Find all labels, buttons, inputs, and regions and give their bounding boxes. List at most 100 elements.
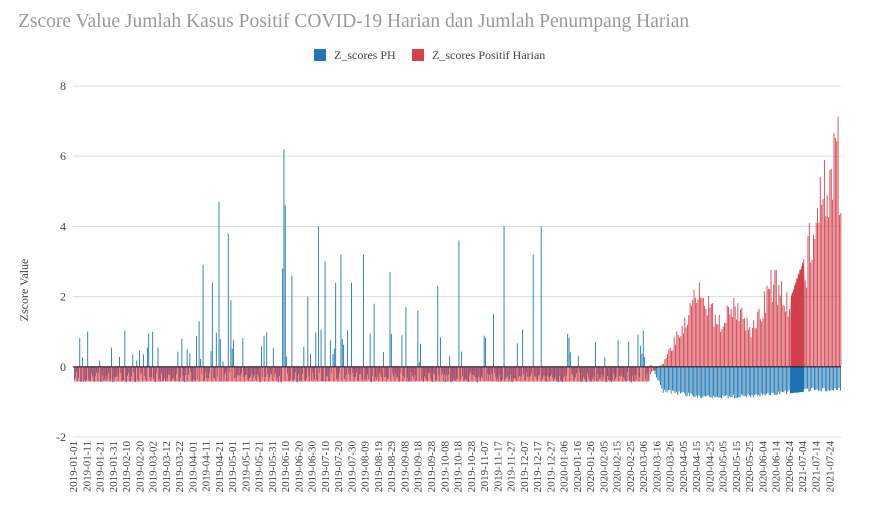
bar-positif [717, 324, 719, 367]
x-tick-label: 2020-06-14 [771, 441, 783, 493]
bar-positif [103, 366, 105, 382]
bar-positif [126, 366, 128, 382]
bar-ph [710, 366, 712, 398]
bar-positif [568, 366, 570, 382]
bar-positif [493, 366, 495, 382]
bar-positif [436, 366, 438, 382]
bar-positif [692, 299, 694, 367]
bar-positif [486, 366, 488, 382]
bar-positif [710, 304, 712, 367]
bar-positif [685, 327, 687, 367]
bar-ph [227, 233, 229, 367]
legend-swatch-ph [314, 49, 326, 61]
bar-ph [695, 366, 697, 396]
bar-positif [423, 366, 425, 382]
bar-positif [184, 366, 186, 382]
bar-positif [356, 366, 358, 382]
bar-positif [576, 366, 578, 382]
bar-ph [763, 366, 765, 394]
bar-positif [684, 317, 686, 367]
bar-positif [464, 366, 466, 382]
bar-positif [778, 284, 780, 367]
bar-positif [348, 366, 350, 382]
bar-positif [697, 299, 699, 367]
bar-positif [814, 238, 816, 367]
bar-positif [260, 366, 261, 382]
bar-positif [379, 366, 381, 382]
bar-ph [775, 366, 777, 396]
bar-ph [751, 366, 753, 396]
bar-positif [273, 366, 275, 382]
bar-positif [522, 366, 524, 382]
bar-positif [652, 366, 654, 371]
bar-positif [399, 366, 401, 382]
bar-ph [755, 366, 757, 395]
bar-positif [505, 366, 507, 382]
bar-positif [671, 350, 672, 367]
bar-positif [222, 366, 224, 382]
bar-ph [99, 360, 101, 367]
bar-positif [518, 366, 520, 382]
bar-ph [744, 366, 746, 396]
bar-positif [803, 294, 805, 367]
bar-positif [384, 366, 386, 382]
bar-positif [534, 366, 536, 382]
bar-positif [839, 215, 840, 367]
bar-ph [824, 366, 826, 392]
x-tick-label: 2019-03-22 [174, 441, 186, 492]
bar-positif [171, 366, 173, 382]
bar-positif [492, 366, 493, 382]
bar-positif [86, 366, 88, 382]
bar-ph [119, 356, 120, 367]
bar-ph [532, 254, 534, 367]
bar-ph [577, 355, 579, 367]
bar-positif [819, 176, 821, 367]
bar-positif [148, 366, 150, 382]
bar-positif [607, 366, 609, 382]
x-tick-label: 2019-05-21 [254, 441, 266, 492]
bar-ph [711, 366, 713, 398]
x-tick-label: 2019-12-17 [532, 441, 544, 493]
bar-positif [441, 366, 443, 382]
bar-ph [788, 366, 790, 390]
bar-ph [516, 343, 518, 367]
bar-ph [231, 348, 233, 367]
bar-positif [683, 333, 684, 367]
legend-item-ph[interactable]: Z_scores PH [314, 48, 396, 62]
bar-ph [739, 366, 741, 398]
bar-positif [763, 291, 765, 367]
bar-positif [840, 212, 842, 367]
bar-positif [391, 366, 393, 382]
bar-ph [719, 366, 721, 398]
bar-positif [586, 366, 588, 382]
bar-positif [421, 366, 423, 382]
bar-positif [416, 366, 418, 382]
bar-positif [142, 366, 143, 382]
bar-ph [79, 338, 81, 367]
y-axis-ticks: -2 0 2 4 6 8 [56, 79, 66, 444]
bar-positif [85, 366, 86, 382]
bar-positif [775, 269, 777, 367]
bar-positif [360, 366, 362, 382]
bar-positif [709, 307, 711, 367]
bar-positif [355, 366, 357, 382]
bar-ph [754, 366, 756, 396]
bar-ph [218, 201, 220, 367]
bar-positif [196, 366, 198, 382]
bar-ph [111, 347, 113, 367]
bar-positif [393, 366, 395, 382]
bar-positif [818, 222, 820, 367]
bar-ph [830, 366, 832, 391]
legend-item-positif[interactable]: Z_scores Positif Harian [412, 48, 545, 62]
x-tick-label: 2020-04-05 [678, 441, 690, 493]
x-tick-label: 2019-01-21 [95, 441, 107, 492]
bar-positif [675, 344, 676, 367]
bar-ph [485, 337, 486, 367]
bar-positif [783, 305, 785, 367]
x-tick-label: 2020-03-16 [651, 441, 663, 493]
bar-positif [736, 319, 737, 367]
bar-ph [768, 366, 770, 395]
bar-positif [367, 366, 369, 382]
bar-positif [714, 314, 716, 367]
bar-ph [787, 366, 789, 392]
